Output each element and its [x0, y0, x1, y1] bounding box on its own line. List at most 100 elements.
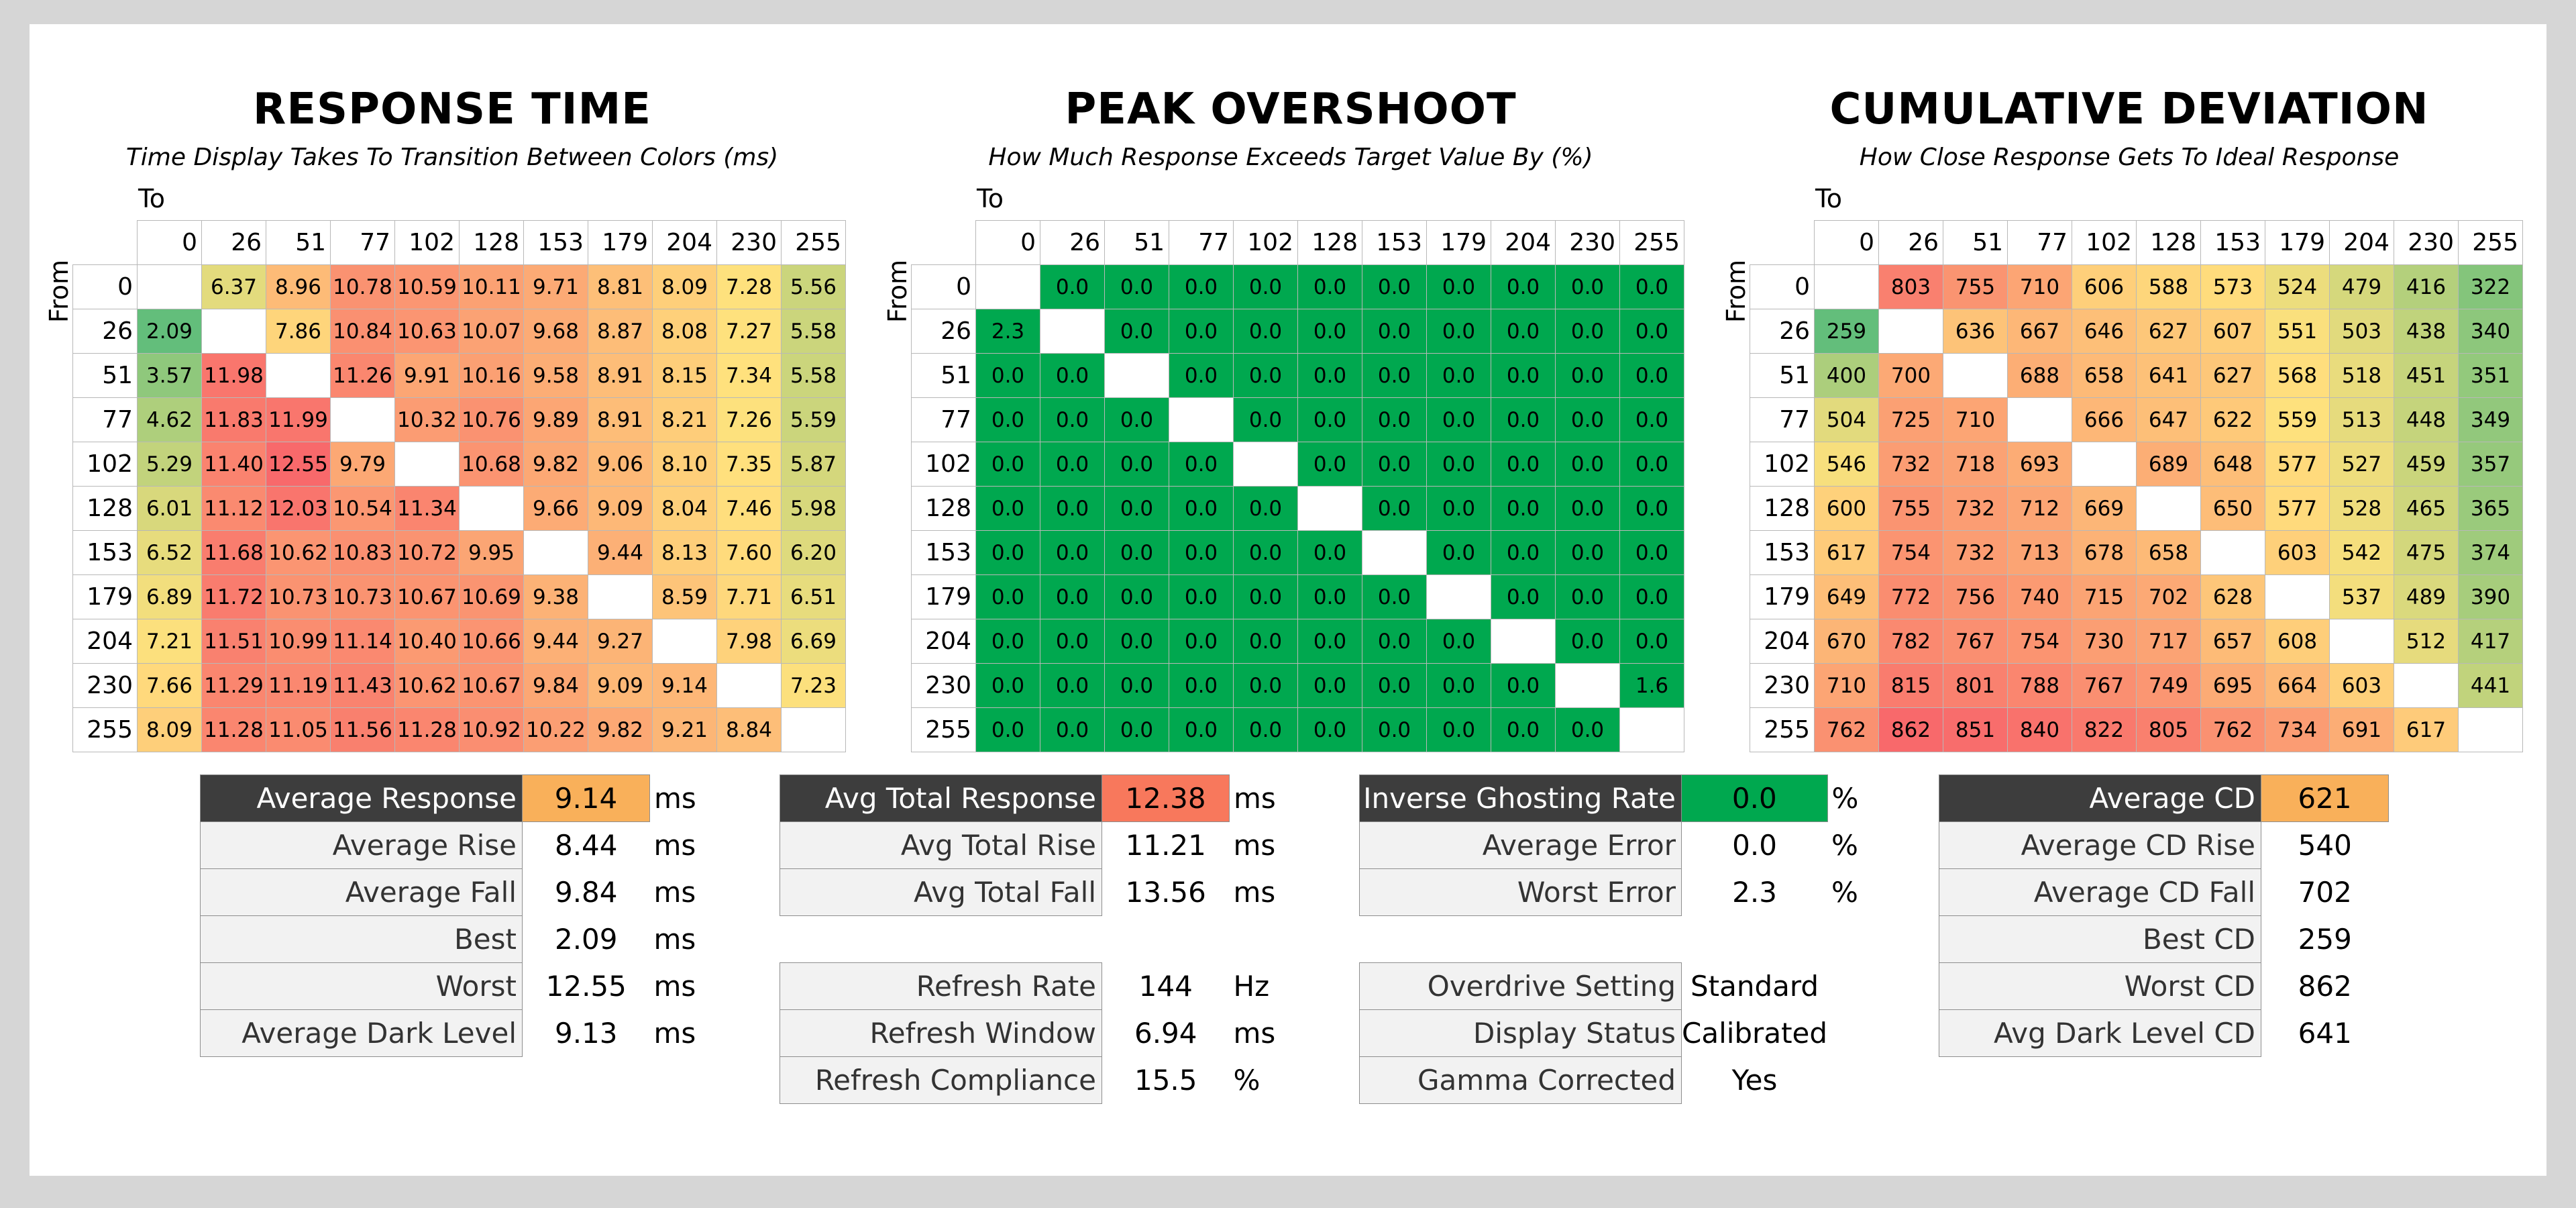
diagonal-cell	[266, 353, 331, 398]
heatmap-cell: 0.0	[975, 663, 1040, 708]
heatmap-cell: 715	[2072, 574, 2137, 619]
heatmap-cell: 0.0	[1362, 264, 1427, 309]
heatmap-cell: 0.0	[1233, 619, 1298, 664]
heatmap-cell: 528	[2329, 486, 2394, 531]
stat-unit	[1827, 1010, 1888, 1057]
stat-value: 144	[1138, 970, 1193, 1003]
stat-value: 12.55	[545, 970, 627, 1003]
heatmap-cell: 6.37	[201, 264, 266, 309]
heatmap-cell: 9.82	[523, 442, 588, 487]
heatmap-cell: 0.0	[1040, 574, 1105, 619]
stat-unit	[2389, 916, 2449, 963]
heatmap-cell: 504	[1814, 397, 1879, 442]
heatmap-cell: 11.19	[266, 663, 331, 708]
column-header: 230	[1555, 220, 1620, 265]
heatmap-cell: 0.0	[1619, 574, 1684, 619]
heatmap-cell: 0.0	[1233, 663, 1298, 708]
stat-label: Average Error	[1359, 821, 1682, 869]
stat-row: Inverse Ghosting Rate 0.0%	[1359, 774, 1888, 822]
heatmap-cell: 0.0	[1169, 442, 1234, 487]
column-header: 128	[459, 220, 524, 265]
heatmap-cell: 11.56	[330, 707, 395, 752]
stat-label: Average CD	[1939, 774, 2261, 822]
heatmap-cell: 10.22	[523, 707, 588, 752]
stat-row: Avg Total Rise 11.21 ms	[780, 821, 1290, 869]
row-header: 255	[1750, 707, 1815, 752]
heatmap-cell: 657	[2200, 619, 2265, 664]
row-header: 128	[1750, 486, 1815, 531]
heatmap-cell: 0.0	[1362, 353, 1427, 398]
heatmap-cell: 10.32	[394, 397, 460, 442]
column-header: 179	[2265, 220, 2330, 265]
stat-label: Refresh Compliance	[780, 1056, 1102, 1104]
heatmap-cell: 636	[1943, 309, 2008, 354]
heatmap-cell: 754	[2007, 619, 2072, 664]
stat-label: Average Rise	[200, 821, 523, 869]
heatmap-cell: 628	[2200, 574, 2265, 619]
heatmap-cell: 7.98	[716, 619, 782, 664]
heatmap-cell: 3.57	[137, 353, 202, 398]
heatmap-cell: 0.0	[1619, 309, 1684, 354]
from-axis-label: From	[44, 259, 74, 323]
matrix-row: 153 617 754 732 713 678 658 603 542 475 374	[1750, 530, 2523, 575]
heatmap-cell: 0.0	[1362, 442, 1427, 487]
row-header: 51	[1750, 353, 1815, 398]
heatmap-cell: 749	[2136, 663, 2201, 708]
heatmap-cell: 7.35	[716, 442, 782, 487]
heatmap-cell: 641	[2136, 353, 2201, 398]
heatmap-cell: 0.0	[1297, 264, 1362, 309]
row-header: 51	[72, 353, 138, 398]
heatmap-cell: 712	[2007, 486, 2072, 531]
heatmap-cell: 6.52	[137, 530, 202, 575]
stat-unit	[2389, 775, 2449, 822]
heatmap-cell: 546	[1814, 442, 1879, 487]
diagonal-cell	[1104, 353, 1169, 398]
to-axis-label: To	[1815, 184, 1843, 213]
heatmap-cell: 9.09	[588, 486, 653, 531]
heatmap-cell: 448	[2394, 397, 2459, 442]
heatmap-cell: 689	[2136, 442, 2201, 487]
heatmap-cell: 465	[2394, 486, 2459, 531]
heatmap-cell: 365	[2458, 486, 2523, 531]
total-response-stats-table: Avg Total Response 12.38 ms Avg Total Rise 1…	[780, 774, 1290, 1104]
stat-unit: %	[1831, 782, 1859, 815]
heatmap-cell: 5.56	[781, 264, 846, 309]
heatmap-cell: 9.89	[523, 397, 588, 442]
heatmap-cell: 0.0	[1426, 353, 1491, 398]
matrix-row: 179 6.89 11.72 10.73 10.73 10.67 10.69 9.38 8.59…	[72, 574, 846, 619]
heatmap-cell: 0.0	[1233, 530, 1298, 575]
stat-row: Average Rise 8.44 ms	[200, 821, 710, 869]
heatmap-cell: 417	[2458, 619, 2523, 664]
heatmap-cell: 8.96	[266, 264, 331, 309]
to-axis-label: To	[977, 184, 1004, 213]
heatmap-cell: 4.62	[137, 397, 202, 442]
stat-row: Average CD Rise 540	[1939, 821, 2449, 869]
stat-label: Gamma Corrected	[1359, 1056, 1682, 1104]
heatmap-cell: 718	[1943, 442, 2008, 487]
heatmap-cell: 0.0	[1555, 530, 1620, 575]
heatmap-cell: 607	[2200, 309, 2265, 354]
heatmap-cell: 732	[1943, 486, 2008, 531]
heatmap-cell: 622	[2200, 397, 2265, 442]
column-header: 51	[1104, 220, 1169, 265]
heatmap-cell: 6.51	[781, 574, 846, 619]
heatmap-cell: 11.72	[201, 574, 266, 619]
heatmap-cell: 647	[2136, 397, 2201, 442]
column-header: 77	[2007, 220, 2072, 265]
heatmap-cell: 10.62	[266, 530, 331, 575]
heatmap-cell: 1.6	[1619, 663, 1684, 708]
stat-label: Avg Total Response	[780, 774, 1102, 822]
heatmap-cell: 0.0	[1297, 397, 1362, 442]
heatmap-cell: 0.0	[1169, 309, 1234, 354]
heatmap-cell: 617	[1814, 530, 1879, 575]
row-header: 77	[911, 397, 976, 442]
stat-value: 259	[2298, 923, 2352, 956]
heatmap-cell: 0.0	[1169, 486, 1234, 531]
corner-cell	[1750, 221, 1815, 265]
row-header: 26	[911, 309, 976, 354]
heatmap-cell: 9.95	[459, 530, 524, 575]
heatmap-cell: 11.26	[330, 353, 395, 398]
spacer	[780, 916, 1290, 963]
heatmap-cell: 10.78	[330, 264, 395, 309]
heatmap-cell: 0.0	[1491, 264, 1556, 309]
